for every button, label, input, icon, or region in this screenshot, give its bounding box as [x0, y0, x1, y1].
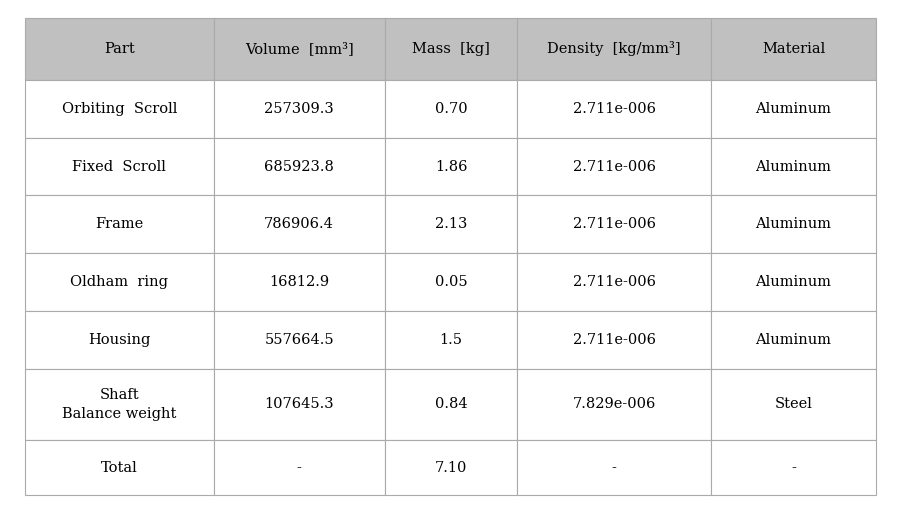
Bar [25, 195, 214, 253]
Bar [517, 440, 711, 495]
Text: 2.711e-006: 2.711e-006 [572, 102, 656, 116]
Bar [25, 138, 214, 195]
Text: Steel: Steel [775, 397, 813, 411]
Text: Mass  [kg]: Mass [kg] [412, 42, 490, 56]
Bar [385, 195, 517, 253]
Text: 2.711e-006: 2.711e-006 [572, 159, 656, 174]
Text: 0.70: 0.70 [434, 102, 468, 116]
Bar [214, 18, 385, 80]
Bar [517, 311, 711, 369]
Text: 2.711e-006: 2.711e-006 [572, 217, 656, 231]
Bar [385, 80, 517, 138]
Bar [385, 18, 517, 80]
Bar [25, 369, 214, 440]
Text: 1.5: 1.5 [440, 333, 462, 347]
Text: 0.84: 0.84 [434, 397, 468, 411]
Text: -: - [612, 461, 616, 474]
Text: Total: Total [101, 461, 138, 474]
Bar [517, 253, 711, 311]
Bar [517, 80, 711, 138]
Bar [214, 369, 385, 440]
Text: Part: Part [104, 42, 134, 56]
Bar [711, 195, 876, 253]
Text: Material: Material [762, 42, 825, 56]
Bar [25, 311, 214, 369]
Bar [385, 440, 517, 495]
Text: Frame: Frame [96, 217, 143, 231]
Bar [711, 253, 876, 311]
Text: Aluminum: Aluminum [755, 102, 832, 116]
Bar [214, 440, 385, 495]
Bar [25, 80, 214, 138]
Bar [711, 440, 876, 495]
Bar [711, 311, 876, 369]
Bar [711, 18, 876, 80]
Bar [214, 195, 385, 253]
Bar [25, 18, 214, 80]
Text: 7.10: 7.10 [435, 461, 468, 474]
Bar [214, 80, 385, 138]
Text: 0.05: 0.05 [434, 275, 468, 289]
Bar [711, 138, 876, 195]
Text: Aluminum: Aluminum [755, 217, 832, 231]
Bar [25, 253, 214, 311]
Text: Orbiting  Scroll: Orbiting Scroll [61, 102, 177, 116]
Bar [385, 311, 517, 369]
Bar [25, 440, 214, 495]
Text: Fixed  Scroll: Fixed Scroll [72, 159, 166, 174]
Text: 685923.8: 685923.8 [264, 159, 334, 174]
Text: -: - [791, 461, 796, 474]
Text: 257309.3: 257309.3 [264, 102, 334, 116]
Text: 1.86: 1.86 [435, 159, 468, 174]
Text: 7.829e-006: 7.829e-006 [572, 397, 656, 411]
Bar [517, 18, 711, 80]
Bar [385, 253, 517, 311]
Text: 107645.3: 107645.3 [264, 397, 334, 411]
Text: -: - [296, 461, 302, 474]
Text: 2.13: 2.13 [435, 217, 468, 231]
Bar [517, 195, 711, 253]
Bar [711, 369, 876, 440]
Bar [385, 369, 517, 440]
Text: 557664.5: 557664.5 [264, 333, 334, 347]
Text: Housing: Housing [88, 333, 150, 347]
Text: Oldham  ring: Oldham ring [70, 275, 168, 289]
Bar [517, 369, 711, 440]
Bar [214, 311, 385, 369]
Text: Aluminum: Aluminum [755, 333, 832, 347]
Bar [214, 253, 385, 311]
Bar [517, 138, 711, 195]
Bar [214, 138, 385, 195]
Text: Density  [kg/mm³]: Density [kg/mm³] [547, 42, 681, 57]
Text: 16812.9: 16812.9 [269, 275, 329, 289]
Text: Aluminum: Aluminum [755, 275, 832, 289]
Text: 2.711e-006: 2.711e-006 [572, 275, 656, 289]
Text: Volume  [mm³]: Volume [mm³] [245, 42, 353, 56]
Text: Shaft
Balance weight: Shaft Balance weight [62, 388, 177, 420]
Text: 786906.4: 786906.4 [264, 217, 334, 231]
Text: Aluminum: Aluminum [755, 159, 832, 174]
Text: 2.711e-006: 2.711e-006 [572, 333, 656, 347]
Bar [385, 138, 517, 195]
Bar [711, 80, 876, 138]
